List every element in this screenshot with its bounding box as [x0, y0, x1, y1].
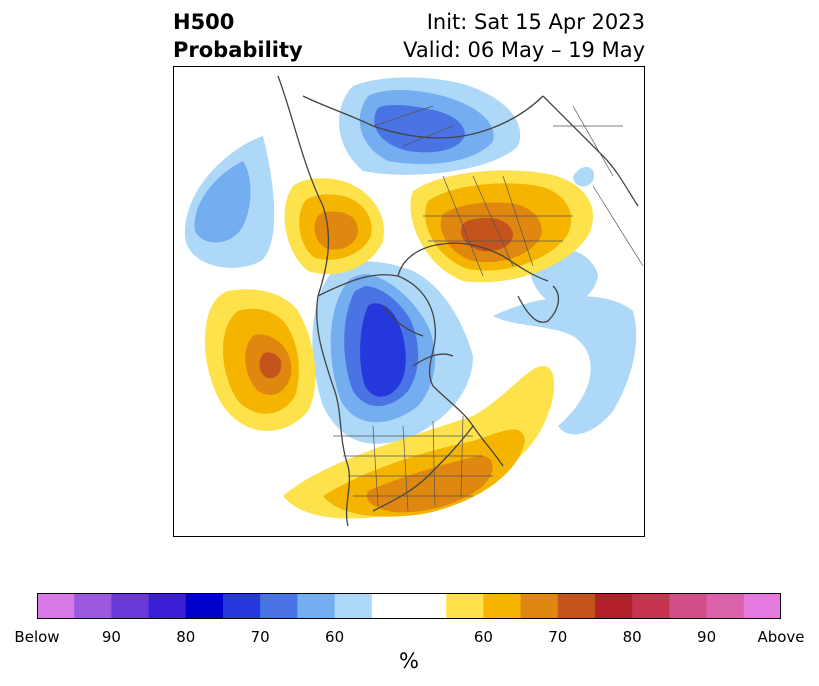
colorbar-units: % [399, 649, 419, 673]
colorbar-swatch [483, 593, 522, 619]
colorbar-tick-label: 70 [250, 628, 270, 646]
borders [333, 105, 644, 512]
colorbar-swatch [148, 593, 187, 619]
colorbar-swatch [520, 593, 559, 619]
init-date: Init: Sat 15 Apr 2023 [426, 10, 645, 34]
title-line-1: H500 [173, 10, 235, 34]
below-region-north-america-inner [360, 303, 406, 397]
colorbar-swatch [74, 593, 112, 619]
colorbar-tick-label: 80 [622, 628, 642, 646]
below-region-atlantic-small [573, 166, 594, 187]
valid-range: Valid: 06 May – 19 May [403, 38, 645, 62]
colorbar-swatch [334, 593, 373, 619]
colorbar-swatch [37, 593, 75, 619]
above-region-pacific-core [259, 352, 282, 379]
colorbar-swatch [446, 593, 484, 619]
colorbar-tick-label: 60 [473, 628, 493, 646]
colorbar-swatch [632, 593, 670, 619]
colorbar-tick-label: Above [757, 628, 805, 646]
colorbar-swatch [595, 593, 633, 619]
colorbar-swatch [557, 593, 596, 619]
colorbar-swatch [297, 593, 336, 619]
colorbar-swatch [409, 593, 447, 619]
colorbar-swatch [260, 593, 298, 619]
colorbar-swatch [669, 593, 708, 619]
colorbar [37, 593, 781, 619]
title-line-2: Probability [173, 38, 303, 62]
colorbar-swatch [185, 593, 224, 619]
below-region-atlantic [493, 296, 637, 435]
colorbar-tick-label: 90 [101, 628, 121, 646]
colorbar-tick-label: 80 [176, 628, 196, 646]
above-region-eurasia-core [461, 218, 513, 252]
colorbar-tick-label: Below [14, 628, 60, 646]
colorbar-swatch [111, 593, 150, 619]
colorbar-tick-label: 60 [325, 628, 345, 646]
below-normal-regions [184, 77, 637, 444]
colorbar-swatch [371, 593, 410, 619]
date-info: Init: Sat 15 Apr 2023 Valid: 06 May – 19… [403, 8, 645, 64]
colorbar-border [37, 593, 781, 619]
above-region-beringia-inner [314, 211, 359, 250]
colorbar-swatch [743, 593, 781, 619]
above-normal-regions [204, 170, 594, 519]
below-region-siberia-inner [374, 105, 465, 153]
colorbar-tick-label: 90 [697, 628, 717, 646]
probability-map [173, 66, 645, 537]
below-region-pacific-west-inner [194, 161, 251, 243]
map-title: H500 Probability [173, 8, 303, 64]
colorbar-swatch [223, 593, 261, 619]
colorbar-tick-label: 70 [548, 628, 568, 646]
colorbar-swatch [706, 593, 745, 619]
